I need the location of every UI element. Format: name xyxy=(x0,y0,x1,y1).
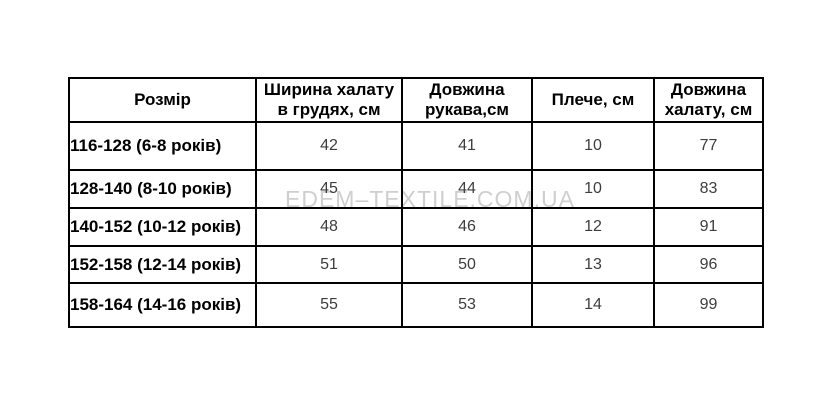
chest-width-value: 51 xyxy=(255,245,403,284)
table-header-row: Розмір Ширина халату в грудях, см Довжин… xyxy=(68,77,764,123)
sleeve-length-value: 46 xyxy=(401,207,533,247)
size-label: 152-158 (12-14 років) xyxy=(68,245,257,284)
chest-width-value: 55 xyxy=(255,282,403,328)
robe-length-value: 99 xyxy=(653,282,764,328)
table-row: 128-140 (8-10 років) 45 44 10 83 xyxy=(68,169,764,209)
robe-length-value: 96 xyxy=(653,245,764,284)
shoulder-value: 13 xyxy=(531,245,655,284)
header-chest-width: Ширина халату в грудях, см xyxy=(255,77,403,123)
sleeve-length-value: 50 xyxy=(401,245,533,284)
table-row: 140-152 (10-12 років) 48 46 12 91 xyxy=(68,207,764,247)
header-robe-length: Довжина халату, см xyxy=(653,77,764,123)
table-row: 152-158 (12-14 років) 51 50 13 96 xyxy=(68,245,764,284)
table-row: 116-128 (6-8 років) 42 41 10 77 xyxy=(68,121,764,171)
shoulder-value: 10 xyxy=(531,121,655,171)
sleeve-length-value: 44 xyxy=(401,169,533,209)
header-size: Розмір xyxy=(68,77,257,123)
size-label: 158-164 (14-16 років) xyxy=(68,282,257,328)
size-table: Розмір Ширина халату в грудях, см Довжин… xyxy=(68,77,764,328)
header-shoulder: Плече, см xyxy=(531,77,655,123)
sleeve-length-value: 53 xyxy=(401,282,533,328)
robe-length-value: 83 xyxy=(653,169,764,209)
chest-width-value: 48 xyxy=(255,207,403,247)
size-label: 140-152 (10-12 років) xyxy=(68,207,257,247)
table-row: 158-164 (14-16 років) 55 53 14 99 xyxy=(68,282,764,328)
shoulder-value: 12 xyxy=(531,207,655,247)
header-sleeve-length: Довжина рукава,см xyxy=(401,77,533,123)
robe-length-value: 77 xyxy=(653,121,764,171)
shoulder-value: 10 xyxy=(531,169,655,209)
chest-width-value: 42 xyxy=(255,121,403,171)
chest-width-value: 45 xyxy=(255,169,403,209)
shoulder-value: 14 xyxy=(531,282,655,328)
robe-length-value: 91 xyxy=(653,207,764,247)
sleeve-length-value: 41 xyxy=(401,121,533,171)
size-label: 116-128 (6-8 років) xyxy=(68,121,257,171)
size-label: 128-140 (8-10 років) xyxy=(68,169,257,209)
